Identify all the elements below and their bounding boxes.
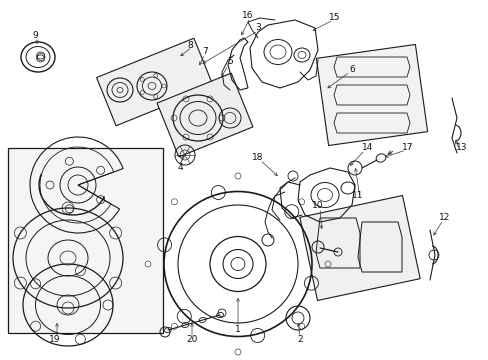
Text: 7: 7 — [202, 48, 207, 57]
Text: 13: 13 — [455, 144, 467, 153]
Text: 16: 16 — [242, 10, 253, 19]
Polygon shape — [299, 195, 419, 301]
Polygon shape — [97, 38, 213, 126]
Text: 2: 2 — [297, 336, 302, 345]
Text: 1: 1 — [235, 325, 241, 334]
Text: 5: 5 — [226, 58, 232, 67]
Text: 4: 4 — [177, 163, 183, 172]
Text: 6: 6 — [348, 66, 354, 75]
Text: 10: 10 — [312, 201, 323, 210]
Text: 14: 14 — [362, 144, 373, 153]
Polygon shape — [316, 45, 427, 145]
Text: 20: 20 — [186, 336, 197, 345]
Bar — [8, 148, 163, 333]
Text: 17: 17 — [402, 144, 413, 153]
Text: 12: 12 — [438, 213, 450, 222]
Text: 15: 15 — [328, 13, 340, 22]
Text: 18: 18 — [252, 153, 263, 162]
Text: 11: 11 — [351, 190, 363, 199]
Text: 3: 3 — [255, 23, 260, 32]
Text: 19: 19 — [49, 336, 61, 345]
Text: 9: 9 — [32, 31, 38, 40]
Polygon shape — [157, 73, 252, 157]
Text: 8: 8 — [187, 40, 192, 49]
